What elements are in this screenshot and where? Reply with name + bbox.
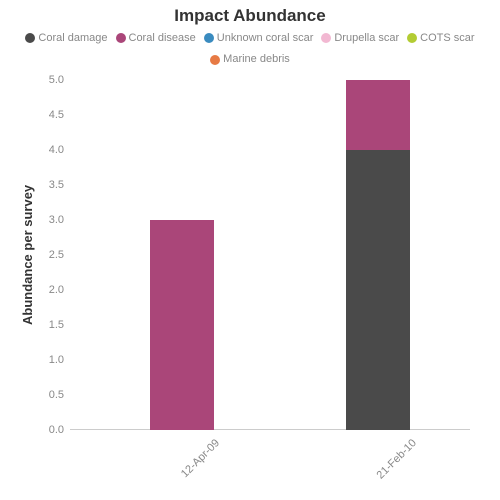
legend-label: Marine debris [223, 52, 290, 67]
legend-dot-icon [210, 55, 220, 65]
x-tick-label: 21-Feb-10 [367, 430, 418, 481]
impact-abundance-chart: Impact Abundance Coral damage Coral disea… [0, 0, 500, 500]
y-tick-label: 1.0 [49, 354, 70, 366]
x-axis-line [70, 429, 470, 430]
bar-segment [346, 150, 410, 430]
legend-item: Drupella scar [321, 31, 399, 46]
chart-legend: Coral damage Coral disease Unknown coral s… [0, 28, 500, 75]
plot-area: 0.00.51.01.52.02.53.03.54.04.55.012-Apr-… [70, 80, 470, 430]
legend-item: Coral disease [116, 31, 196, 46]
y-tick-label: 2.0 [49, 284, 70, 296]
y-axis-label: Abundance per survey [20, 185, 35, 325]
legend-dot-icon [407, 33, 417, 43]
legend-label: Coral disease [129, 31, 196, 46]
legend-label: Unknown coral scar [217, 31, 314, 46]
legend-item: COTS scar [407, 31, 474, 46]
y-tick-label: 4.0 [49, 144, 70, 156]
y-tick-label: 3.0 [49, 214, 70, 226]
bar-segment [346, 80, 410, 150]
bar-segment [150, 220, 214, 430]
legend-dot-icon [204, 33, 214, 43]
legend-dot-icon [25, 33, 35, 43]
y-tick-label: 1.5 [49, 319, 70, 331]
y-tick-label: 4.5 [49, 109, 70, 121]
y-tick-label: 2.5 [49, 249, 70, 261]
y-tick-label: 0.5 [49, 389, 70, 401]
legend-label: Coral damage [38, 31, 107, 46]
legend-label: COTS scar [420, 31, 474, 46]
y-tick-label: 3.5 [49, 179, 70, 191]
legend-dot-icon [321, 33, 331, 43]
legend-item: Unknown coral scar [204, 31, 314, 46]
legend-item: Marine debris [210, 52, 290, 67]
legend-dot-icon [116, 33, 126, 43]
y-tick-label: 5.0 [49, 74, 70, 86]
legend-item: Coral damage [25, 31, 107, 46]
legend-label: Drupella scar [334, 31, 399, 46]
y-tick-label: 0.0 [49, 424, 70, 436]
x-tick-label: 12-Apr-09 [172, 430, 222, 480]
chart-title: Impact Abundance [0, 0, 500, 28]
